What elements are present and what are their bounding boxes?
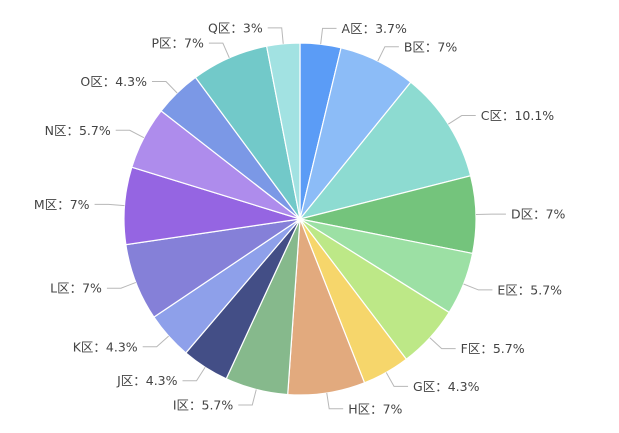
slice-label-1: B区：7% <box>404 39 458 54</box>
slices-layer <box>123 42 477 396</box>
leaders-layer <box>94 27 506 410</box>
slice-label-5: F区：5.7% <box>461 341 525 356</box>
slice-label-11: L区：7% <box>50 281 102 296</box>
slice-label-2: C区：10.1% <box>481 108 555 123</box>
leader-line-11 <box>106 281 137 289</box>
slice-label-6: G区：4.3% <box>413 379 480 394</box>
slice-label-14: O区：4.3% <box>80 74 147 89</box>
slice-label-15: P区：7% <box>151 36 203 51</box>
slice-label-7: H区：7% <box>348 401 402 416</box>
leader-line-5 <box>429 337 456 350</box>
leader-line-15 <box>208 42 230 59</box>
leader-line-10 <box>142 335 169 348</box>
slice-label-0: A区：3.7% <box>342 21 407 36</box>
slice-label-16: Q区：3% <box>208 20 263 35</box>
pie-slice-2 <box>298 81 472 221</box>
leader-line-7 <box>326 392 344 410</box>
leader-line-12 <box>94 203 125 207</box>
leader-line-13 <box>115 129 145 139</box>
slice-label-8: I区：5.7% <box>173 397 234 412</box>
leader-line-2 <box>447 115 476 125</box>
leader-line-0 <box>320 27 337 45</box>
leader-line-16 <box>267 27 284 44</box>
slice-label-10: K区：4.3% <box>73 339 138 354</box>
slice-label-12: M区：7% <box>34 197 90 212</box>
slice-label-9: J区：4.3% <box>116 373 178 388</box>
labels-layer: A区：3.7% B区：7% C区：10.1% D区：7% E区：5.7% F区：5.7% G… <box>34 20 566 416</box>
slice-label-13: N区：5.7% <box>45 123 111 138</box>
slice-label-3: D区：7% <box>511 207 566 222</box>
slice-label-4: E区：5.7% <box>497 282 562 297</box>
leader-line-4 <box>463 283 493 291</box>
leader-line-6 <box>385 372 409 387</box>
leader-line-14 <box>151 81 178 94</box>
leader-line-8 <box>238 389 257 406</box>
leader-line-9 <box>182 366 206 382</box>
leader-line-1 <box>377 46 399 62</box>
